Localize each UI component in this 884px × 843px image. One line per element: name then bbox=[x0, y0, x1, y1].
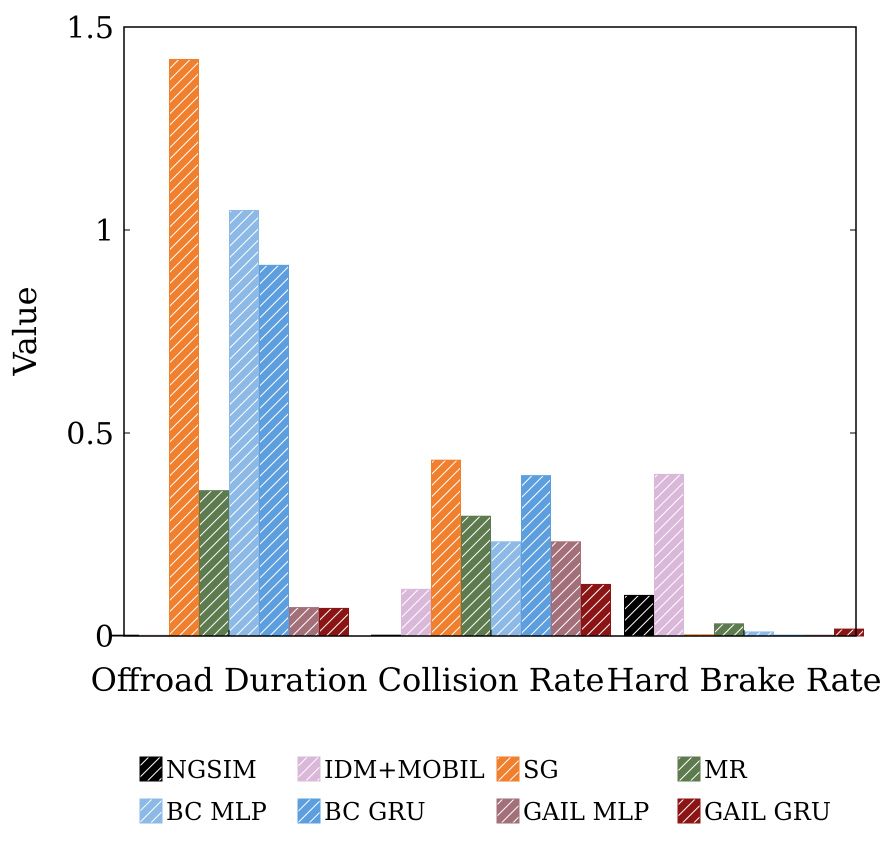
legend-swatch bbox=[496, 798, 520, 824]
bar-ngsim-2 bbox=[624, 594, 654, 637]
legend-label: GAIL MLP bbox=[523, 798, 649, 826]
legend-swatch bbox=[297, 798, 321, 824]
y-axis-title: Value bbox=[6, 286, 44, 376]
bar-mr-1 bbox=[461, 515, 491, 637]
x-axis-category-labels: Offroad Duration Collision Rate Hard Brake… bbox=[91, 630, 882, 699]
x-category-label: Collision Rate bbox=[378, 661, 605, 699]
bar-idm-mobil-2 bbox=[654, 473, 684, 637]
bar-sg-0 bbox=[169, 58, 199, 637]
y-tick-label: 0.5 bbox=[66, 417, 114, 452]
bar-mr-2 bbox=[714, 623, 744, 637]
bar-gail-gru-0 bbox=[319, 607, 349, 637]
bar-bc-mlp-0 bbox=[229, 210, 259, 637]
legend-swatch bbox=[496, 756, 520, 782]
legend-swatch bbox=[297, 756, 321, 782]
legend-swatch bbox=[677, 798, 701, 824]
x-category-label: Offroad Duration bbox=[91, 661, 368, 699]
legend-swatch bbox=[139, 756, 163, 782]
y-tick-label: 1.5 bbox=[66, 11, 114, 46]
bar-gail-gru-2 bbox=[834, 628, 864, 637]
y-tick-label: 0 bbox=[95, 620, 114, 655]
bar-idm-mobil-1 bbox=[401, 588, 431, 637]
legend-label: IDM+MOBIL bbox=[324, 756, 485, 784]
bar-gail-mlp-0 bbox=[289, 607, 319, 637]
bar-gail-gru-1 bbox=[581, 583, 611, 637]
legend-label: BC GRU bbox=[324, 798, 426, 826]
legend-label: NGSIM bbox=[166, 756, 257, 784]
legend-swatch bbox=[139, 798, 163, 824]
y-tick-label: 1 bbox=[95, 214, 114, 249]
legend-label: GAIL GRU bbox=[704, 798, 831, 826]
legend-swatch bbox=[677, 756, 701, 782]
plot-frame bbox=[123, 26, 857, 637]
legend-label: SG bbox=[523, 756, 559, 784]
bars-layer bbox=[109, 58, 864, 637]
bar-bc-gru-1 bbox=[521, 475, 551, 637]
bar-gail-mlp-1 bbox=[551, 541, 581, 637]
y-axis-ticks: 0 0.5 1 1.5 bbox=[66, 11, 856, 655]
legend-label: BC MLP bbox=[166, 798, 267, 826]
bar-mr-0 bbox=[199, 490, 229, 637]
bar-bc-gru-0 bbox=[259, 264, 289, 637]
legend: NGSIM IDM+MOBIL SG MR BC MLP BC GRU GAIL MLP GA… bbox=[139, 756, 831, 826]
bar-sg-1 bbox=[431, 459, 461, 637]
legend-label: MR bbox=[704, 756, 748, 784]
bar-bc-mlp-1 bbox=[491, 541, 521, 637]
x-category-label: Hard Brake Rate bbox=[606, 661, 881, 699]
